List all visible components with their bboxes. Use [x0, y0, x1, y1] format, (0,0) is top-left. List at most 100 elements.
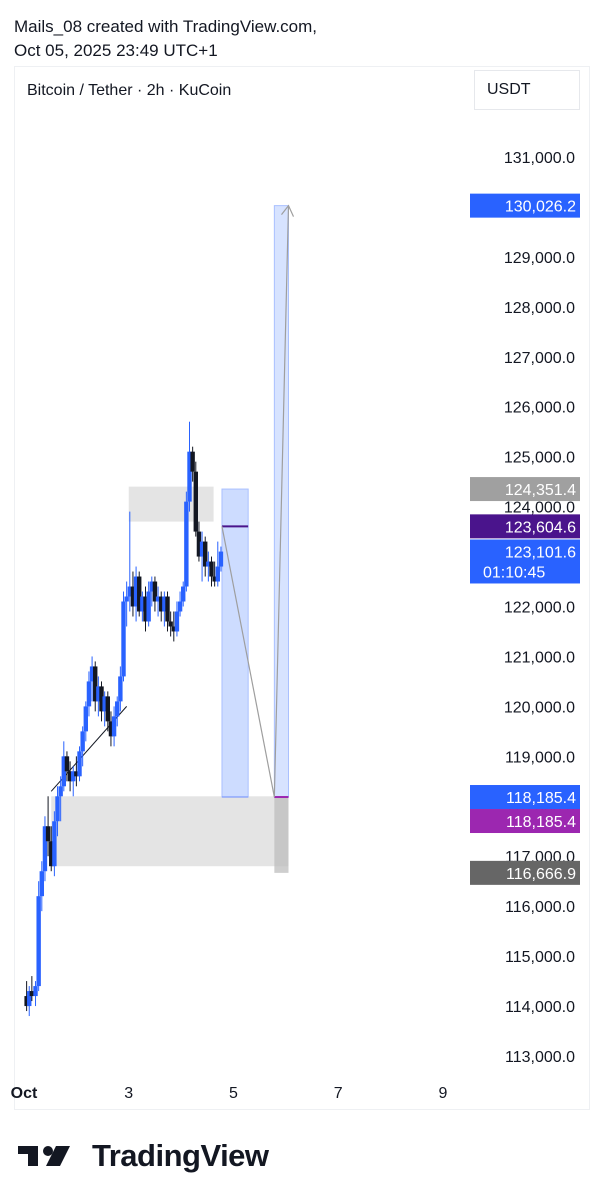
price-label-value: 118,185.4 — [506, 790, 576, 807]
candle-body — [102, 696, 107, 712]
candle-body — [99, 686, 104, 712]
candle-body — [199, 541, 205, 557]
y-tick-label: 114,000.0 — [505, 999, 575, 1016]
candle-body — [162, 596, 167, 612]
candle-body — [74, 771, 79, 777]
y-tick-label: 116,000.0 — [505, 899, 575, 916]
candle-body — [93, 666, 98, 702]
candle-body — [89, 666, 95, 682]
candle-body — [206, 561, 211, 567]
countdown-timer: 01:10:45 — [483, 564, 545, 581]
candle-body — [64, 756, 70, 772]
candle-body — [121, 601, 126, 677]
candle-body — [149, 581, 154, 592]
candle-body — [58, 786, 63, 797]
path-arrowhead — [281, 204, 295, 217]
y-tick-label: 122,000.0 — [504, 600, 575, 617]
candle-body — [108, 721, 114, 737]
y-tick-label: 120,000.0 — [504, 699, 575, 716]
candle-body — [71, 771, 76, 782]
currency-button[interactable]: USDT — [474, 70, 580, 110]
demand-zone — [51, 796, 289, 867]
candle-body — [86, 681, 92, 707]
candle-body — [146, 591, 151, 622]
price-label-value: 118,185.4 — [506, 814, 576, 831]
x-tick-label: Oct — [11, 1085, 38, 1102]
timestamp-line: Oct 05, 2025 23:49 UTC+1 — [14, 41, 218, 60]
candle-body — [55, 796, 60, 822]
created-by-line: Mails_08 created with TradingView.com, — [14, 17, 318, 36]
price-label-value: 124,351.4 — [505, 482, 576, 499]
price-label-box — [470, 477, 580, 502]
candle-body — [111, 716, 117, 737]
candle-body — [203, 541, 208, 567]
brand-name: TradingView — [92, 1138, 269, 1173]
y-tick-label: 119,000.0 — [505, 749, 575, 766]
candle-body — [29, 991, 35, 997]
candle-body — [133, 576, 139, 607]
y-tick-label: 128,000.0 — [504, 300, 575, 317]
candle-body — [77, 751, 82, 777]
price-label-box — [470, 860, 580, 885]
price-label-box — [470, 193, 580, 218]
price-label-box — [470, 809, 580, 834]
candle-body — [52, 821, 57, 867]
y-tick-label: 121,000.0 — [504, 649, 575, 666]
price-label-box — [470, 539, 580, 584]
y-tick-label: 125,000.0 — [504, 450, 575, 467]
candle-body — [33, 986, 38, 997]
chart-frame — [14, 66, 590, 1110]
x-tick-label: 3 — [124, 1085, 133, 1102]
candle-body — [193, 471, 198, 532]
y-tick-label: 115,000.0 — [505, 949, 575, 966]
candle-body — [105, 696, 110, 722]
candle-body — [27, 991, 32, 1007]
short-projection-box — [221, 488, 249, 798]
candle-body — [152, 581, 158, 602]
x-tick-label: 9 — [439, 1085, 448, 1102]
projected-path — [221, 205, 290, 798]
candle-body — [42, 826, 48, 872]
candle-body — [174, 611, 180, 632]
y-tick-label: 131,000.0 — [504, 150, 575, 167]
x-tick-label: 5 — [229, 1085, 238, 1102]
candle-body — [155, 596, 161, 602]
candle-body — [209, 561, 214, 577]
candle-body — [24, 996, 29, 1007]
price-label-box — [470, 785, 580, 810]
candle-body — [159, 596, 164, 612]
price-label-value: 123,604.6 — [505, 519, 576, 536]
candle-body — [218, 551, 224, 567]
candle-body — [184, 501, 189, 587]
candle-body — [212, 576, 217, 582]
candle-body — [196, 531, 202, 557]
candle-body — [140, 596, 145, 612]
symbol-label: Bitcoin / Tether · 2h · KuCoin — [27, 82, 232, 99]
brand-footer: TradingView — [18, 1138, 269, 1174]
candle-body — [143, 596, 148, 622]
y-tick-label: 126,000.0 — [504, 400, 575, 417]
y-tick-label: 113,000.0 — [505, 1049, 575, 1066]
price-label-value: 130,026.2 — [505, 199, 576, 216]
candle-body — [49, 841, 54, 867]
supply-zone — [128, 486, 214, 522]
price-label-box — [470, 514, 580, 539]
candle-body — [124, 596, 129, 602]
candle-body — [187, 451, 192, 502]
candle-body — [45, 826, 51, 842]
candle-body — [83, 706, 89, 732]
candle-body — [61, 756, 67, 787]
tradingview-logo-icon — [18, 1146, 70, 1166]
candle-body — [118, 676, 123, 702]
price-label-value: 116,666.9 — [506, 866, 576, 883]
price-label-value: 123,101.6 — [505, 544, 576, 561]
y-tick-label: 124,000.0 — [504, 500, 575, 517]
candle-body — [36, 896, 41, 987]
candle-body — [181, 586, 186, 602]
x-tick-label: 7 — [334, 1085, 343, 1102]
y-tick-label: 127,000.0 — [504, 350, 575, 367]
y-tick-label: 129,000.0 — [504, 250, 575, 267]
candle-body — [80, 731, 85, 752]
stop-box — [274, 797, 289, 873]
